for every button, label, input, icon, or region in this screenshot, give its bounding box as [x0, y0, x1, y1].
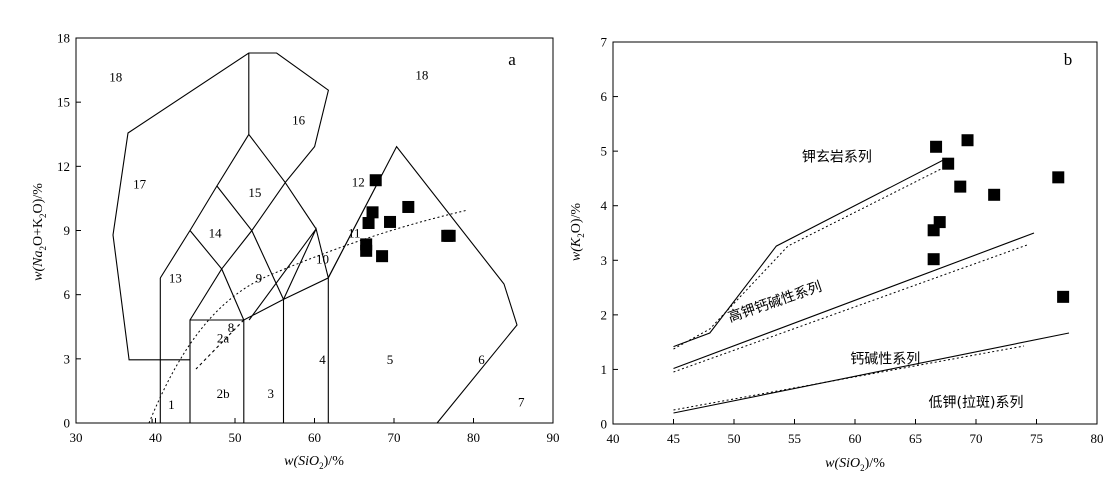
field-label: 10: [316, 251, 329, 266]
data-point: [366, 206, 379, 219]
x-tick-label: 60: [308, 430, 321, 445]
series-label: 钙碱性系列: [850, 352, 920, 368]
x-axis-label: w(SiO2)/%: [825, 456, 885, 473]
y-tick-label: 1: [601, 362, 608, 377]
y-tick-label: 6: [601, 89, 608, 104]
data-point: [1052, 171, 1065, 184]
x-tick-label: 60: [849, 431, 862, 446]
data-point: [384, 215, 397, 228]
field-label: 2b: [217, 386, 230, 401]
field-label: 4: [319, 352, 326, 367]
field-labels: 18 18 16 17 15 12 14 11 10 13 9 82a 4 5 6 1 2b 3 7: [109, 67, 525, 411]
field-label: 16: [292, 112, 306, 127]
field-label: 13: [169, 271, 182, 286]
x-tick-label: 70: [388, 430, 401, 445]
sample-points: [927, 134, 1070, 303]
y-tick-label: 0: [64, 416, 71, 431]
field-label: 18: [415, 67, 428, 82]
y-tick-label: 2: [601, 307, 608, 322]
field-label: 17: [133, 176, 147, 191]
y-tick-label: 12: [57, 159, 70, 174]
field-label: 15: [248, 185, 261, 200]
field-label: 11: [348, 226, 361, 241]
y-axis-label: w(Na2O+K2O)/%: [31, 183, 48, 281]
data-point: [402, 200, 415, 213]
field-label: 14: [209, 226, 223, 241]
series-label: 低钾(拉斑)系列: [929, 395, 1024, 411]
panel-label: b: [1064, 50, 1073, 69]
field-label: 2a: [217, 330, 230, 345]
y-tick-label: 3: [601, 253, 608, 268]
data-point: [443, 229, 456, 242]
y-tick-label: 7: [601, 35, 608, 50]
x-axis-ticks: 40 45 50 55 60 65 70 75 80: [607, 419, 1104, 446]
boundary-line: [673, 157, 948, 348]
boundary-line-dotted: [673, 167, 944, 350]
data-point: [362, 217, 375, 230]
boundary-line: [673, 332, 1070, 414]
data-point: [927, 253, 940, 266]
boundary-line: [112, 52, 518, 424]
field-label: 3: [268, 386, 275, 401]
y-axis-ticks: 0 3 6 9 12 15 18: [57, 31, 81, 431]
field-boundaries: [112, 52, 518, 424]
series-label: 高钾钙碱性系列: [726, 278, 824, 326]
data-point: [933, 216, 946, 229]
y-tick-label: 15: [57, 95, 70, 110]
x-tick-label: 50: [229, 430, 242, 445]
field-label: 7: [518, 395, 525, 410]
field-label: 12: [352, 174, 365, 189]
data-point: [360, 244, 373, 257]
field-label: 18: [109, 70, 122, 85]
field-label: 1: [168, 397, 175, 412]
data-point: [942, 157, 955, 170]
boundary-line-dotted: [673, 345, 1025, 411]
x-tick-label: 40: [607, 431, 620, 446]
boundary-line: [673, 232, 1035, 370]
data-point: [376, 250, 389, 263]
field-label: 9: [256, 271, 263, 286]
field-label: 6: [478, 352, 485, 367]
y-tick-label: 0: [601, 417, 608, 432]
series-boundaries: [673, 157, 1070, 414]
field-label: 5: [387, 352, 394, 367]
data-point: [988, 188, 1001, 201]
x-axis-label: w(SiO2)/%: [284, 454, 344, 471]
data-point: [954, 180, 967, 193]
y-tick-label: 3: [64, 351, 71, 366]
y-axis-label: w(K2O)/%: [569, 203, 586, 262]
y-tick-label: 9: [64, 223, 71, 238]
x-tick-label: 80: [1091, 431, 1104, 446]
x-tick-label: 75: [1030, 431, 1043, 446]
x-tick-label: 55: [788, 431, 801, 446]
series-label: 钾玄岩系列: [802, 149, 872, 166]
x-tick-label: 50: [728, 431, 741, 446]
sample-points: [360, 174, 456, 263]
x-tick-label: 30: [70, 430, 83, 445]
alkaline-subalkaline-divider: [148, 209, 469, 424]
data-point: [961, 134, 974, 147]
panel-label: a: [508, 50, 516, 69]
field-label: 8: [228, 320, 235, 335]
data-point: [1057, 290, 1070, 303]
x-tick-label: 80: [467, 430, 480, 445]
x-tick-label: 40: [149, 430, 162, 445]
data-point: [369, 174, 382, 187]
data-point: [930, 140, 943, 153]
y-tick-label: 4: [601, 198, 608, 213]
y-tick-label: 5: [601, 144, 608, 159]
x-tick-label: 90: [547, 430, 560, 445]
x-tick-label: 65: [909, 431, 922, 446]
x-axis-ticks: 30 40 50 60 70 80 90: [70, 418, 560, 445]
y-tick-label: 6: [64, 287, 71, 302]
x-tick-label: 45: [667, 431, 680, 446]
y-axis-ticks: 0 1 2 3 4 5 6 7: [601, 35, 618, 432]
y-tick-label: 18: [57, 31, 70, 46]
x-tick-label: 70: [970, 431, 983, 446]
